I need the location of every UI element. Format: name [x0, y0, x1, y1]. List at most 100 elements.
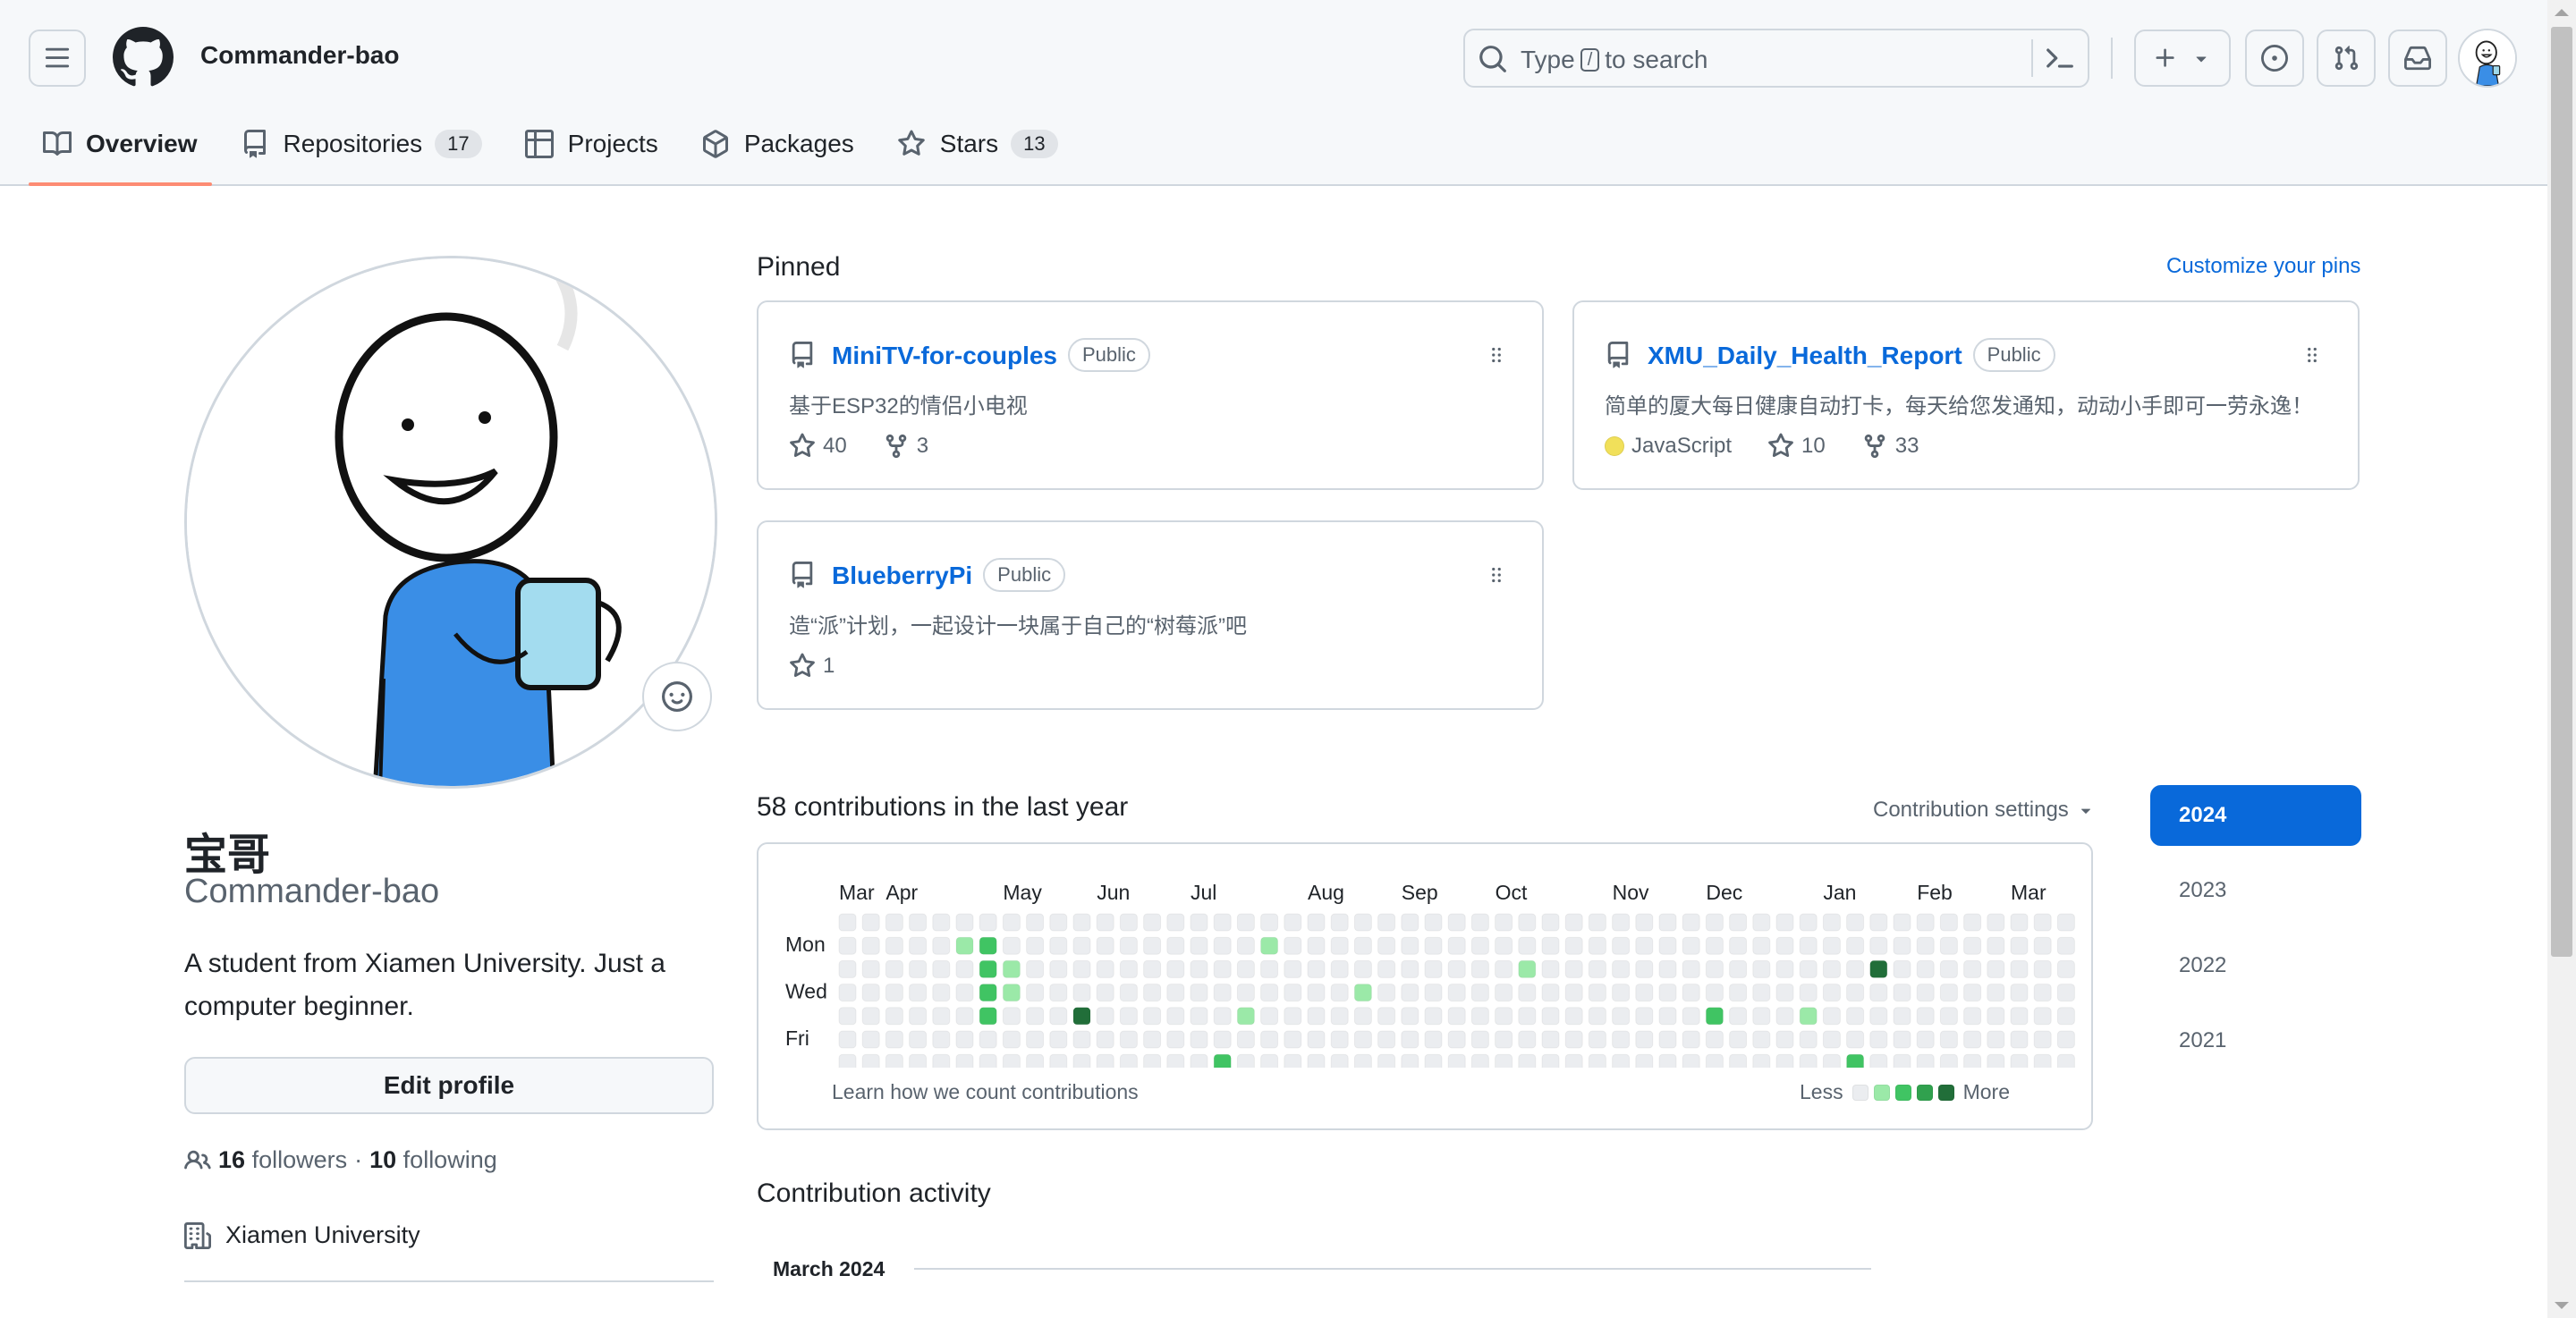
contribution-day-cell[interactable]: [1752, 1007, 1771, 1026]
contribution-day-cell[interactable]: [932, 1053, 951, 1068]
contribution-day-cell[interactable]: [955, 984, 974, 1002]
contribution-day-cell[interactable]: [1705, 936, 1724, 955]
contribution-day-cell[interactable]: [1424, 1007, 1443, 1026]
contribution-day-cell[interactable]: [1799, 1053, 1818, 1068]
contribution-day-cell[interactable]: [1307, 984, 1326, 1002]
contribution-day-cell[interactable]: [1284, 1030, 1302, 1049]
contribution-day-cell[interactable]: [1752, 959, 1771, 978]
contribution-day-cell[interactable]: [1002, 936, 1021, 955]
contribution-day-cell[interactable]: [1377, 1030, 1396, 1049]
contribution-day-cell[interactable]: [1564, 913, 1583, 932]
contribution-day-cell[interactable]: [1236, 1030, 1255, 1049]
contribution-day-cell[interactable]: [1049, 1007, 1068, 1026]
contribution-day-cell[interactable]: [1518, 936, 1537, 955]
contribution-day-cell[interactable]: [838, 959, 857, 978]
repo-name-link[interactable]: XMU_Daily_Health_Report: [1648, 342, 1962, 369]
contribution-day-cell[interactable]: [2010, 1053, 2029, 1068]
contribution-day-cell[interactable]: [1729, 984, 1748, 1002]
contribution-day-cell[interactable]: [1799, 1030, 1818, 1049]
contribution-day-cell[interactable]: [1072, 1053, 1091, 1068]
contribution-day-cell[interactable]: [1447, 936, 1466, 955]
contribution-day-cell[interactable]: [1822, 1007, 1841, 1026]
contribution-day-cell[interactable]: [1377, 936, 1396, 955]
contribution-day-cell[interactable]: [2033, 1007, 2052, 1026]
contribution-day-cell[interactable]: [2056, 959, 2075, 978]
user-avatar-menu[interactable]: [2458, 29, 2517, 88]
contribution-day-cell[interactable]: [1939, 1053, 1958, 1068]
contribution-day-cell[interactable]: [2010, 913, 2029, 932]
contribution-day-cell[interactable]: [1401, 913, 1419, 932]
contribution-day-cell[interactable]: [1049, 1053, 1068, 1068]
contribution-day-cell[interactable]: [1002, 959, 1021, 978]
contribution-day-cell[interactable]: [1822, 1053, 1841, 1068]
contribution-day-cell[interactable]: [1470, 1007, 1489, 1026]
following-link[interactable]: 10 following: [369, 1146, 497, 1174]
contribution-day-cell[interactable]: [1096, 1030, 1114, 1049]
contribution-day-cell[interactable]: [2010, 984, 2029, 1002]
contribution-day-cell[interactable]: [1775, 936, 1794, 955]
search-input[interactable]: Type / to search: [1463, 29, 2089, 88]
contribution-day-cell[interactable]: [1612, 1053, 1631, 1068]
contribution-day-cell[interactable]: [1049, 984, 1068, 1002]
contribution-day-cell[interactable]: [1260, 1053, 1279, 1068]
contribution-day-cell[interactable]: [1401, 1030, 1419, 1049]
contribution-day-cell[interactable]: [1401, 1053, 1419, 1068]
contribution-day-cell[interactable]: [1682, 913, 1700, 932]
contribution-day-cell[interactable]: [1893, 984, 1911, 1002]
contribution-settings-button[interactable]: Contribution settings: [1873, 798, 2096, 823]
contribution-day-cell[interactable]: [1729, 936, 1748, 955]
contribution-day-cell[interactable]: [1658, 913, 1677, 932]
contribution-day-cell[interactable]: [1119, 984, 1138, 1002]
contribution-day-cell[interactable]: [838, 913, 857, 932]
contribution-day-cell[interactable]: [1822, 913, 1841, 932]
grabber-icon[interactable]: [1485, 563, 1508, 587]
contribution-day-cell[interactable]: [1705, 1053, 1724, 1068]
contribution-day-cell[interactable]: [1588, 1030, 1606, 1049]
contribution-day-cell[interactable]: [1729, 1007, 1748, 1026]
contribution-day-cell[interactable]: [1541, 1030, 1560, 1049]
contribution-day-cell[interactable]: [1705, 1007, 1724, 1026]
contribution-day-cell[interactable]: [1284, 959, 1302, 978]
contribution-day-cell[interactable]: [1963, 1053, 1982, 1068]
contribution-day-cell[interactable]: [1284, 984, 1302, 1002]
contribution-day-cell[interactable]: [1260, 1007, 1279, 1026]
contribution-day-cell[interactable]: [1658, 936, 1677, 955]
contribution-day-cell[interactable]: [1869, 936, 1888, 955]
contribution-day-cell[interactable]: [1588, 959, 1606, 978]
repo-forks-link[interactable]: 3: [883, 433, 928, 460]
set-status-button[interactable]: [642, 662, 712, 731]
contribution-day-cell[interactable]: [1822, 1030, 1841, 1049]
contribution-day-cell[interactable]: [1541, 959, 1560, 978]
contribution-day-cell[interactable]: [2010, 936, 2029, 955]
contribution-day-cell[interactable]: [1049, 1030, 1068, 1049]
contribution-day-cell[interactable]: [1353, 1007, 1372, 1026]
contribution-day-cell[interactable]: [1775, 1007, 1794, 1026]
year-link-2022[interactable]: 2022: [2179, 953, 2227, 977]
contribution-day-cell[interactable]: [1635, 1007, 1654, 1026]
contribution-day-cell[interactable]: [861, 984, 880, 1002]
contribution-day-cell[interactable]: [1213, 1007, 1232, 1026]
contribution-day-cell[interactable]: [1119, 913, 1138, 932]
grabber-icon[interactable]: [2301, 343, 2324, 367]
contribution-day-cell[interactable]: [1353, 984, 1372, 1002]
repo-name-link[interactable]: MiniTV-for-couples: [832, 342, 1057, 369]
contribution-day-cell[interactable]: [2010, 1007, 2029, 1026]
contribution-day-cell[interactable]: [838, 984, 857, 1002]
contribution-day-cell[interactable]: [1190, 936, 1208, 955]
contribution-day-cell[interactable]: [1705, 1030, 1724, 1049]
contribution-day-cell[interactable]: [909, 959, 928, 978]
contribution-day-cell[interactable]: [1002, 1007, 1021, 1026]
contribution-day-cell[interactable]: [1424, 1030, 1443, 1049]
contribution-day-cell[interactable]: [1729, 1030, 1748, 1049]
contribution-day-cell[interactable]: [1002, 1053, 1021, 1068]
contribution-day-cell[interactable]: [1096, 984, 1114, 1002]
contribution-day-cell[interactable]: [885, 1007, 903, 1026]
contribution-day-cell[interactable]: [1846, 913, 1865, 932]
contribution-day-cell[interactable]: [1096, 936, 1114, 955]
contribution-day-cell[interactable]: [1799, 1007, 1818, 1026]
contribution-day-cell[interactable]: [1307, 1007, 1326, 1026]
contribution-day-cell[interactable]: [1564, 1053, 1583, 1068]
contribution-day-cell[interactable]: [1284, 1053, 1302, 1068]
contribution-day-cell[interactable]: [1987, 959, 2005, 978]
contribution-day-cell[interactable]: [1447, 959, 1466, 978]
